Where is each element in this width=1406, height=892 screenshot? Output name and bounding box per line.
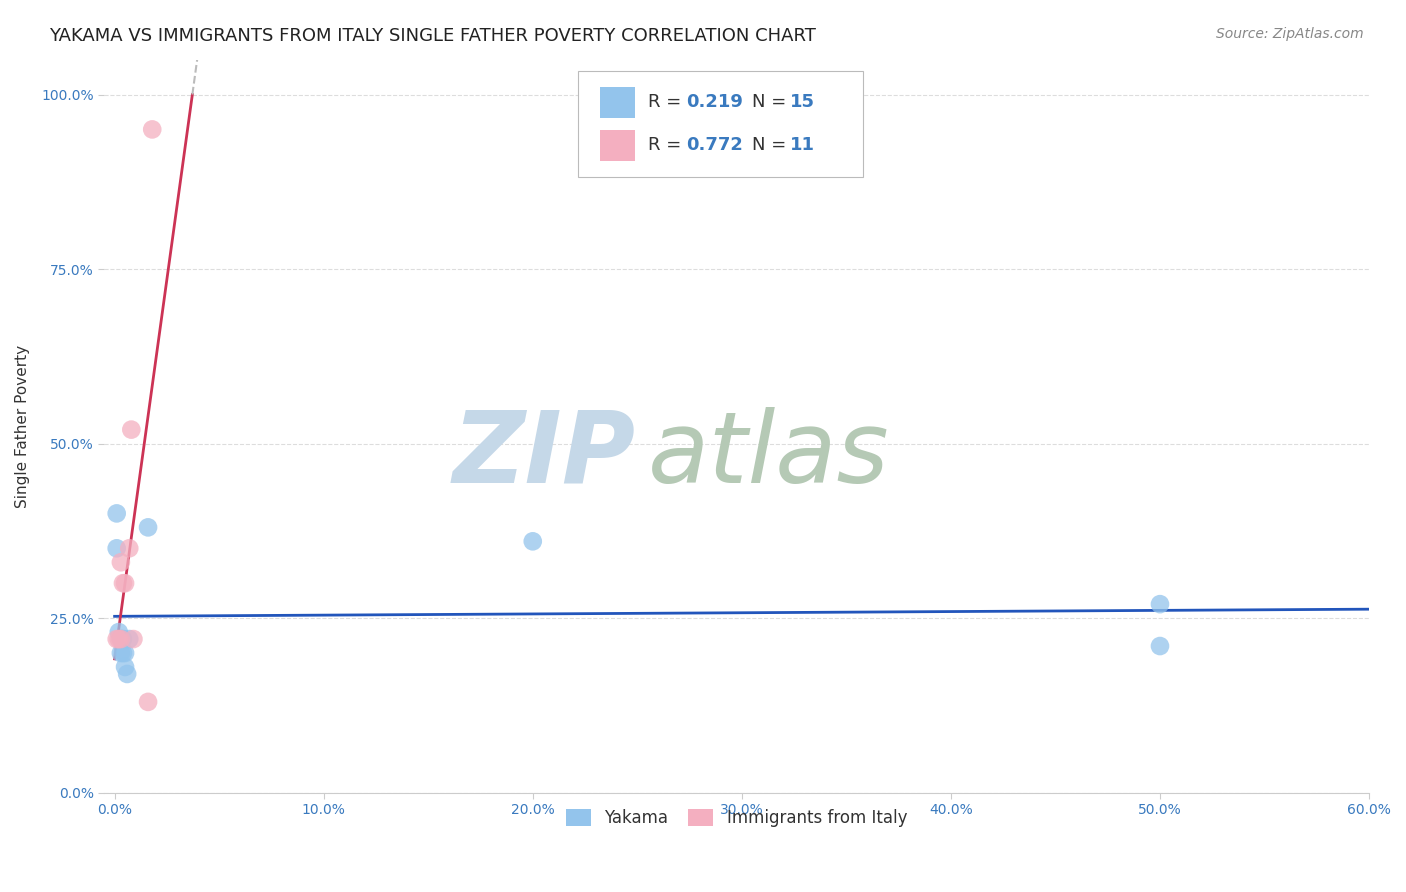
Point [120,423,142,437]
Text: 11: 11 [790,136,814,154]
Point [522,534,544,549]
Point [105,632,128,646]
Text: R =: R = [648,93,688,112]
Bar [600,87,636,118]
Point [141,122,163,136]
Point [105,507,128,521]
Point [115,667,138,681]
Point [1149,639,1171,653]
Point [136,695,159,709]
Bar [600,130,636,161]
Text: N =: N = [752,93,792,112]
Point [111,576,134,591]
Y-axis label: Single Father Poverty: Single Father Poverty [15,344,30,508]
Point [105,541,128,556]
Point [1149,597,1171,611]
Point [114,576,136,591]
Point [111,646,134,660]
Point [114,646,136,660]
Text: 15: 15 [790,93,814,112]
Text: Source: ZipAtlas.com: Source: ZipAtlas.com [1216,27,1364,41]
Legend: Yakama, Immigrants from Italy: Yakama, Immigrants from Italy [558,801,915,836]
Point [118,632,141,646]
Text: 0.219: 0.219 [686,93,742,112]
Point [111,632,134,646]
Text: R =: R = [648,136,688,154]
Point [110,646,132,660]
Point [136,520,159,534]
FancyBboxPatch shape [578,70,863,177]
Text: 0.772: 0.772 [686,136,742,154]
Point [110,555,132,569]
Point [110,632,132,646]
Point [107,632,129,646]
Text: atlas: atlas [648,407,890,504]
Point [107,625,129,640]
Text: YAKAMA VS IMMIGRANTS FROM ITALY SINGLE FATHER POVERTY CORRELATION CHART: YAKAMA VS IMMIGRANTS FROM ITALY SINGLE F… [49,27,815,45]
Point [110,632,132,646]
Point [114,660,136,674]
Text: N =: N = [752,136,792,154]
Point [118,541,141,556]
Point [122,632,145,646]
Text: ZIP: ZIP [453,407,636,504]
